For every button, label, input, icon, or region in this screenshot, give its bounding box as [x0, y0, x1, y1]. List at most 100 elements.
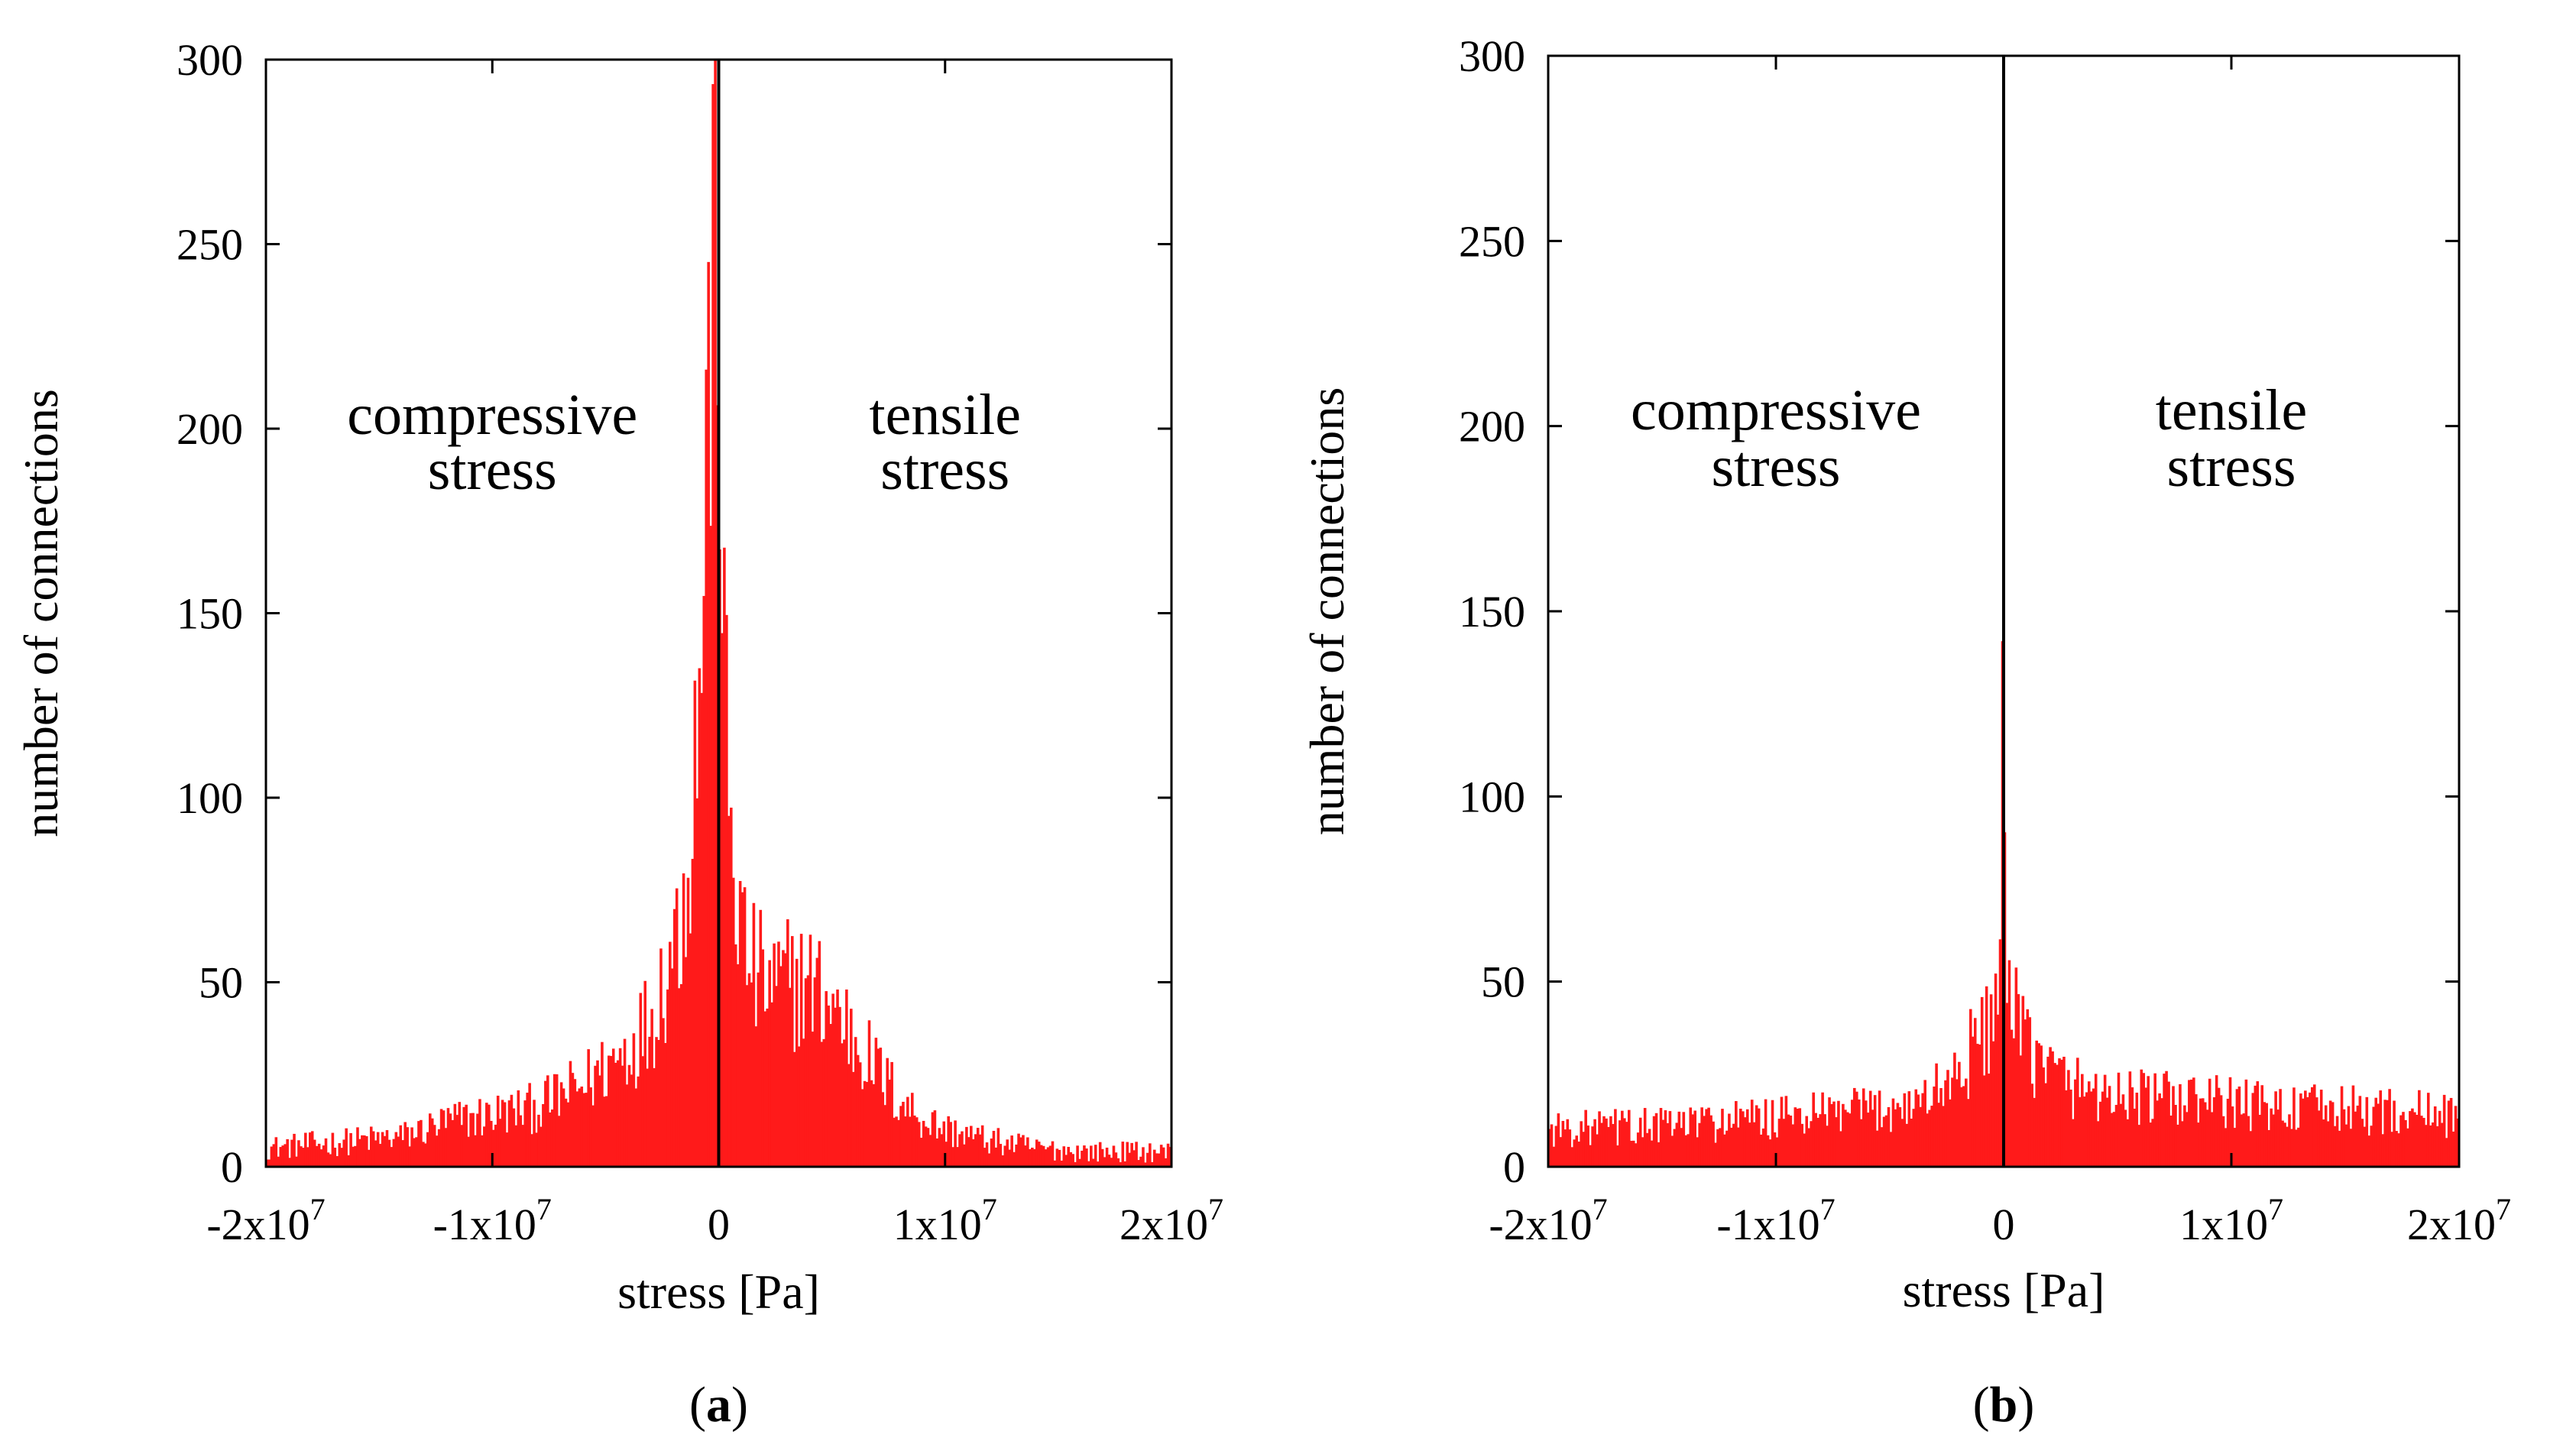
histogram-bar: [956, 1147, 959, 1168]
histogram-bar: [1939, 1088, 1943, 1168]
histogram-bar: [1739, 1109, 1742, 1168]
histogram-bar: [1889, 1132, 1893, 1168]
histogram-bar: [488, 1104, 491, 1168]
histogram-bar: [657, 1040, 660, 1168]
histogram-bar: [1905, 1123, 1909, 1168]
histogram-bar: [1155, 1153, 1158, 1168]
histogram-bar: [1668, 1111, 1672, 1168]
histogram-bar: [1657, 1142, 1661, 1168]
histogram-bar: [2030, 1083, 2034, 1168]
histogram-bar: [1810, 1121, 1813, 1168]
histogram-bar: [1878, 1090, 1881, 1168]
histogram-bar: [329, 1154, 332, 1168]
histogram-bar: [1675, 1122, 1679, 1168]
histogram-bar: [1682, 1112, 1686, 1168]
histogram-bar: [2186, 1112, 2189, 1168]
histogram-bar: [1634, 1143, 1638, 1168]
histogram-bar: [811, 1032, 815, 1168]
histogram-bar: [390, 1147, 394, 1168]
histogram-bar: [705, 369, 708, 1168]
histogram-bar: [1602, 1116, 1606, 1168]
histogram-bar: [2026, 1009, 2030, 1168]
histogram-bar: [453, 1103, 457, 1168]
histogram-bar: [2133, 1108, 2137, 1168]
histogram-bar: [2051, 1051, 2054, 1168]
histogram-bar: [759, 909, 763, 1168]
histogram-bar: [1737, 1127, 1740, 1168]
histogram-bar: [1046, 1147, 1050, 1168]
histogram-bar: [1866, 1113, 1870, 1168]
histogram-bar: [2263, 1102, 2266, 1168]
histogram-bar: [585, 1093, 588, 1168]
histogram-bar: [455, 1115, 459, 1168]
histogram-bar: [2153, 1073, 2156, 1168]
histogram-bar: [1766, 1135, 1770, 1168]
histogram-bar: [1085, 1148, 1088, 1168]
histogram-bar: [1812, 1092, 1815, 1168]
histogram-bar: [1107, 1155, 1111, 1168]
histogram-bar: [1135, 1142, 1138, 1168]
histogram-bar: [608, 1055, 611, 1168]
histogram-bar: [2240, 1114, 2244, 1168]
histogram-bar: [947, 1116, 950, 1168]
histogram-bar: [290, 1139, 293, 1168]
histogram-bar: [1112, 1145, 1116, 1168]
histogram-bar: [1596, 1134, 1599, 1168]
histogram-bar: [2270, 1108, 2273, 1168]
histogram-bar: [1022, 1135, 1025, 1168]
histogram-bar: [791, 936, 794, 1168]
histogram-bar: [2217, 1087, 2221, 1168]
histogram-bar: [546, 1075, 549, 1168]
histogram-bar: [963, 1144, 966, 1168]
histogram-bar: [1819, 1114, 1822, 1168]
histogram-bar: [795, 958, 799, 1168]
histogram-bar: [1605, 1118, 1608, 1168]
histogram-bar: [322, 1145, 326, 1168]
histogram-bar: [2192, 1077, 2195, 1168]
histogram-bar: [655, 1037, 658, 1168]
histogram-bar: [1048, 1145, 1052, 1168]
x-tick-label: 2x107: [2407, 1192, 2511, 1249]
histogram-bar: [1994, 973, 1998, 1168]
histogram-bar: [449, 1113, 452, 1168]
histogram-bar: [883, 1105, 887, 1168]
y-tick-label: 250: [177, 220, 243, 270]
histogram-bar: [775, 986, 778, 1168]
histogram-bar: [1092, 1158, 1095, 1168]
histogram-bar: [2083, 1096, 2086, 1168]
compressive-stress-label: stress: [428, 438, 557, 502]
histogram-bar: [562, 1088, 565, 1168]
histogram-bar: [940, 1134, 944, 1168]
histogram-bar: [340, 1148, 344, 1168]
histogram-bar: [858, 1062, 862, 1168]
histogram-bar: [725, 614, 728, 1168]
histogram-bar: [1076, 1145, 1079, 1168]
histogram-bar: [338, 1143, 342, 1168]
histogram-bar: [876, 1048, 880, 1168]
histogram-bar: [1896, 1103, 1900, 1168]
histogram-bar: [2128, 1071, 2132, 1168]
histogram-bar: [1735, 1101, 1738, 1168]
histogram-bar: [1062, 1146, 1066, 1168]
histogram-bar: [2121, 1094, 2125, 1168]
histogram-bar: [2210, 1112, 2214, 1168]
x-tick-label: -2x107: [206, 1192, 325, 1249]
histogram-bar: [747, 973, 751, 1168]
histogram-bar: [1958, 1061, 1961, 1168]
histogram-bar: [2176, 1124, 2179, 1168]
histogram-bar: [740, 892, 744, 1168]
histogram-bar: [2067, 1070, 2070, 1168]
histogram-bar: [374, 1140, 377, 1168]
histogram-bar: [686, 877, 690, 1168]
histogram-bar: [958, 1134, 961, 1168]
histogram-bar: [533, 1100, 536, 1168]
histogram-bar: [528, 1083, 531, 1168]
histogram-bar: [1780, 1096, 1784, 1168]
histogram-bar: [2429, 1125, 2432, 1168]
histogram-bar: [354, 1145, 357, 1168]
histogram-bar: [1900, 1119, 1904, 1168]
histogram-bar: [1755, 1105, 1758, 1168]
histogram-bar: [510, 1094, 514, 1168]
histogram-bar: [768, 960, 771, 1168]
histogram-bar: [879, 1048, 883, 1168]
